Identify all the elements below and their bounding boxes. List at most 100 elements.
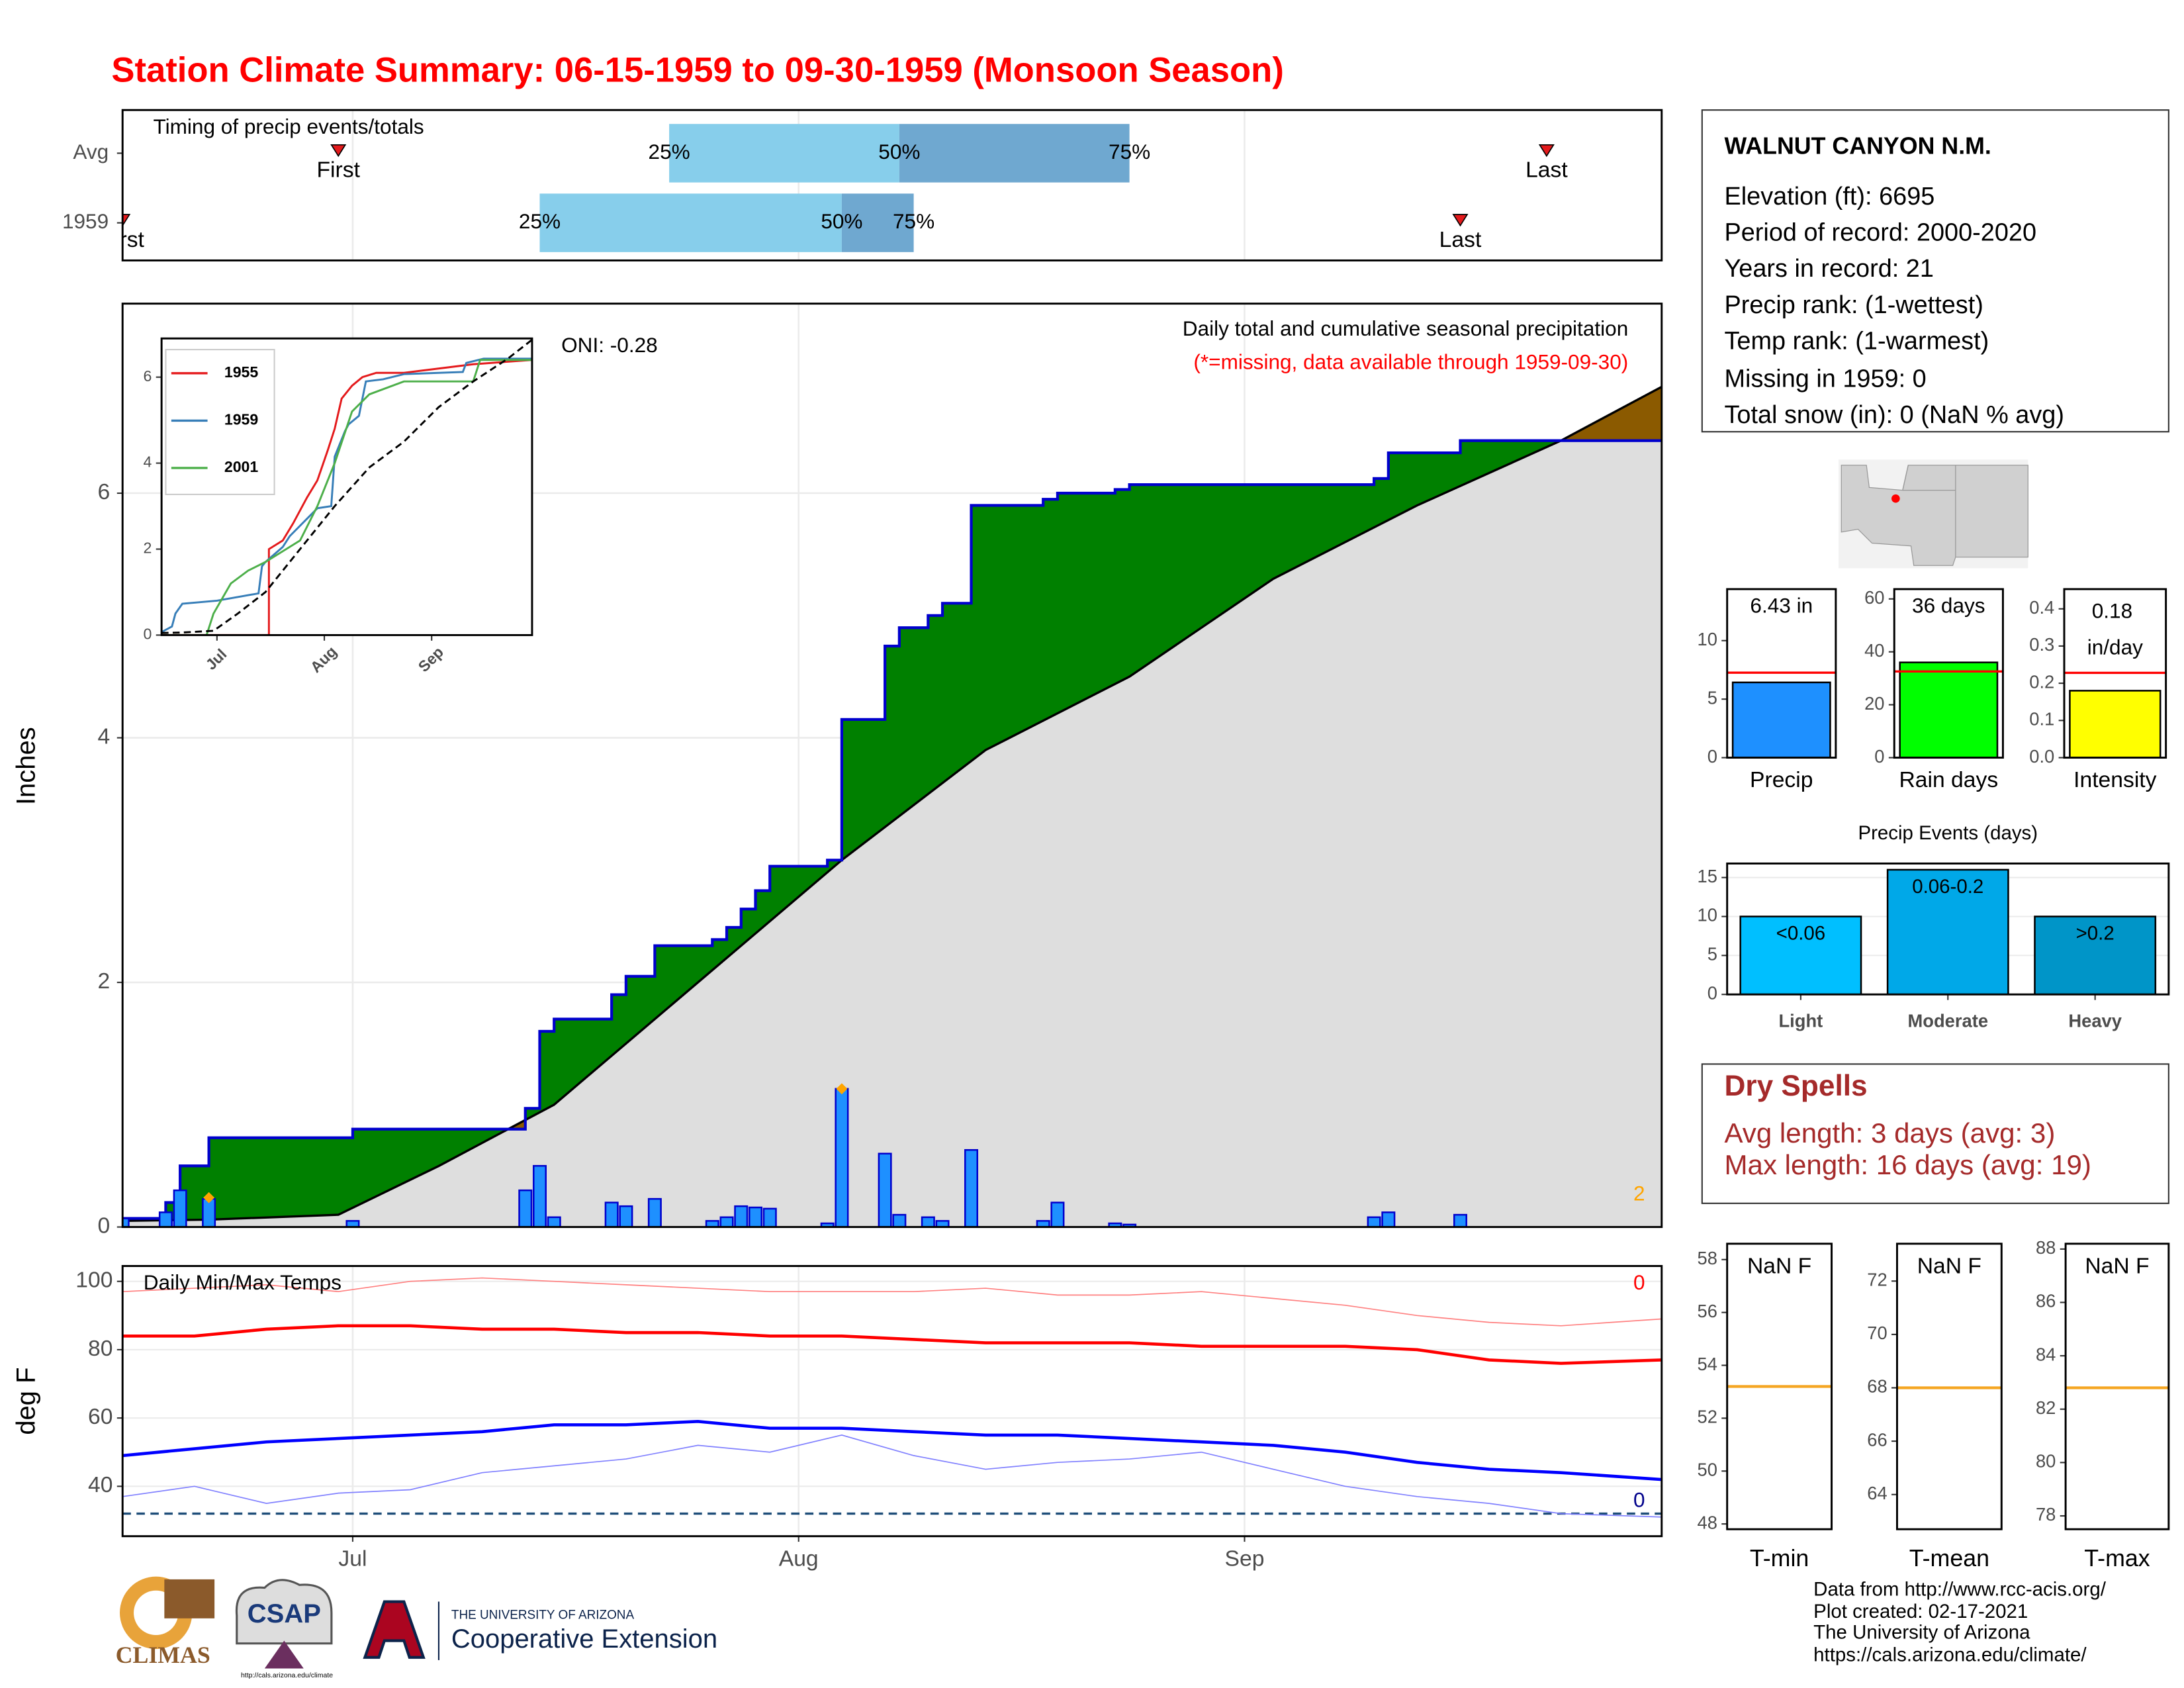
record-marker <box>836 1083 848 1095</box>
series-line <box>161 359 532 635</box>
station-line: Total snow (in): 0 (NaN % avg) <box>1724 401 2064 429</box>
bar <box>1731 681 1831 759</box>
legend-label: 2001 <box>224 458 259 475</box>
y-tick-label: 86 <box>2036 1291 2056 1311</box>
daily-bar <box>1453 1213 1467 1227</box>
daily-bar <box>173 1189 187 1227</box>
dry-spells-title: Dry Spells <box>1724 1070 1867 1102</box>
csap-cloud <box>235 1579 333 1645</box>
y-tick-label: 0.1 <box>2029 709 2054 729</box>
timing-rows: 25% 50% 75% First Last 25% 50% 75% First Last <box>122 124 1568 252</box>
station-box: WALNUT CANYON N.M. Elevation (ft): 6695 … <box>1701 109 2169 433</box>
x-tick-label: Moderate <box>1907 1011 1988 1031</box>
series-line <box>161 357 532 633</box>
daily-bar <box>604 1201 619 1227</box>
bar <box>1739 915 1862 996</box>
y-tick-label: 40 <box>88 1473 113 1497</box>
y-tick-label: 60 <box>88 1405 113 1429</box>
y-tick-label: 78 <box>2036 1504 2056 1524</box>
ua-text: THE UNIVERSITY OF ARIZONA <box>451 1609 635 1622</box>
quantile-bar <box>669 124 899 183</box>
y-tick-label: 58 <box>1698 1248 1717 1268</box>
panel-title: Timing of precip events/totals <box>154 115 424 138</box>
marker-label: Last <box>1525 158 1568 183</box>
series-line <box>122 1434 1662 1518</box>
plot-frame <box>1726 1243 1833 1530</box>
daily-bar <box>158 1211 173 1227</box>
station-name: WALNUT CANYON N.M. <box>1724 132 1991 159</box>
x-axis-label: T-min <box>1750 1545 1809 1571</box>
value-label: NaN F <box>1917 1254 1981 1278</box>
y-tick-label: 100 <box>75 1268 113 1293</box>
climas-logo: CLIMAS <box>116 1642 210 1668</box>
marker-label: First <box>316 158 360 183</box>
y-tick-label: 88 <box>2036 1237 2056 1258</box>
y-tick-label: 54 <box>1698 1354 1717 1374</box>
lines <box>122 1277 1662 1518</box>
x-tick-label: Jul <box>338 1546 367 1571</box>
csap-logo: CSAP <box>248 1599 321 1628</box>
extension-text: Cooperative Extension <box>451 1624 717 1654</box>
daily-bar <box>762 1207 777 1227</box>
daily-bar <box>892 1213 907 1227</box>
daily-bar <box>532 1164 547 1227</box>
panel-subtitle: (*=missing, data available through 1959-… <box>1193 350 1628 373</box>
y-tick-label: 0 <box>98 1213 111 1238</box>
y-tick-label: 50 <box>1698 1460 1717 1480</box>
daily-bar <box>518 1189 533 1227</box>
map-borders <box>1902 465 1956 557</box>
plot-frame <box>160 337 533 636</box>
x-tick-label: Heavy <box>2068 1011 2122 1031</box>
y-tick-label: 84 <box>2036 1344 2056 1364</box>
y-tick-label: 0.2 <box>2029 671 2054 692</box>
footer-line: The University of Arizona <box>1813 1622 2030 1644</box>
panel-title: Daily total and cumulative seasonal prec… <box>1183 316 1628 340</box>
ua-logo <box>363 1600 426 1659</box>
marker-label: Last <box>1439 228 1482 252</box>
y-axis-label: Inches <box>12 727 41 805</box>
y-tick-label: 66 <box>1867 1429 1887 1450</box>
daily-bar <box>921 1216 935 1227</box>
page-title: Station Climate Summary: 06-15-1959 to 0… <box>111 50 1283 89</box>
y-tick-label: 82 <box>2036 1397 2056 1418</box>
x-tick-label: Light <box>1778 1011 1823 1031</box>
y-tick-label: 0 <box>144 626 152 643</box>
y-tick-label: 4 <box>144 453 152 471</box>
climas-icon-block <box>164 1579 215 1618</box>
footer-line: Data from http://www.rcc-acis.org/ <box>1813 1579 2107 1601</box>
y-tick-label: 2 <box>98 969 111 994</box>
y-tick-label: 0 <box>1707 982 1717 1003</box>
daily-bar <box>547 1216 561 1227</box>
y-tick-label: 10 <box>1698 629 1717 649</box>
y-tick-label: 80 <box>88 1336 113 1361</box>
station-frame <box>1701 109 2169 433</box>
station-line: Years in record: 21 <box>1724 255 1933 283</box>
series-line <box>161 359 532 635</box>
precip-plot <box>122 385 1662 1227</box>
quantile-label: 25% <box>519 209 561 233</box>
plot-frame <box>2063 588 2167 759</box>
corner-label: 2 <box>1633 1182 1645 1205</box>
bar <box>2069 690 2161 759</box>
daily-bar <box>719 1216 734 1227</box>
y-axis-label: deg F <box>12 1367 41 1434</box>
value-label: 36 days <box>1912 594 1985 618</box>
panel-title: Precip Events (days) <box>1858 822 2038 844</box>
y-tick-label: 0 <box>1874 746 1884 767</box>
station-line: Elevation (ft): 6695 <box>1724 183 1934 211</box>
plot-frame <box>2064 1243 2170 1530</box>
event-marker <box>330 144 347 158</box>
y-tick-label: 72 <box>1867 1269 1887 1289</box>
quantile-label: 75% <box>1109 140 1150 164</box>
quantile-bar <box>841 193 914 252</box>
event-marker <box>122 214 131 227</box>
dry-spells-line: Avg length: 3 days (avg: 3) <box>1724 1117 2055 1149</box>
locator-map <box>1839 459 2028 569</box>
quantile-label: 75% <box>893 209 934 233</box>
footer-line: https://cals.arizona.edu/climate/ <box>1813 1644 2087 1665</box>
y-tick-label: 10 <box>1698 905 1717 925</box>
x-axis-label: T-max <box>2084 1545 2150 1571</box>
x-tick-label: Aug <box>307 643 340 676</box>
series-line <box>122 1277 1662 1327</box>
